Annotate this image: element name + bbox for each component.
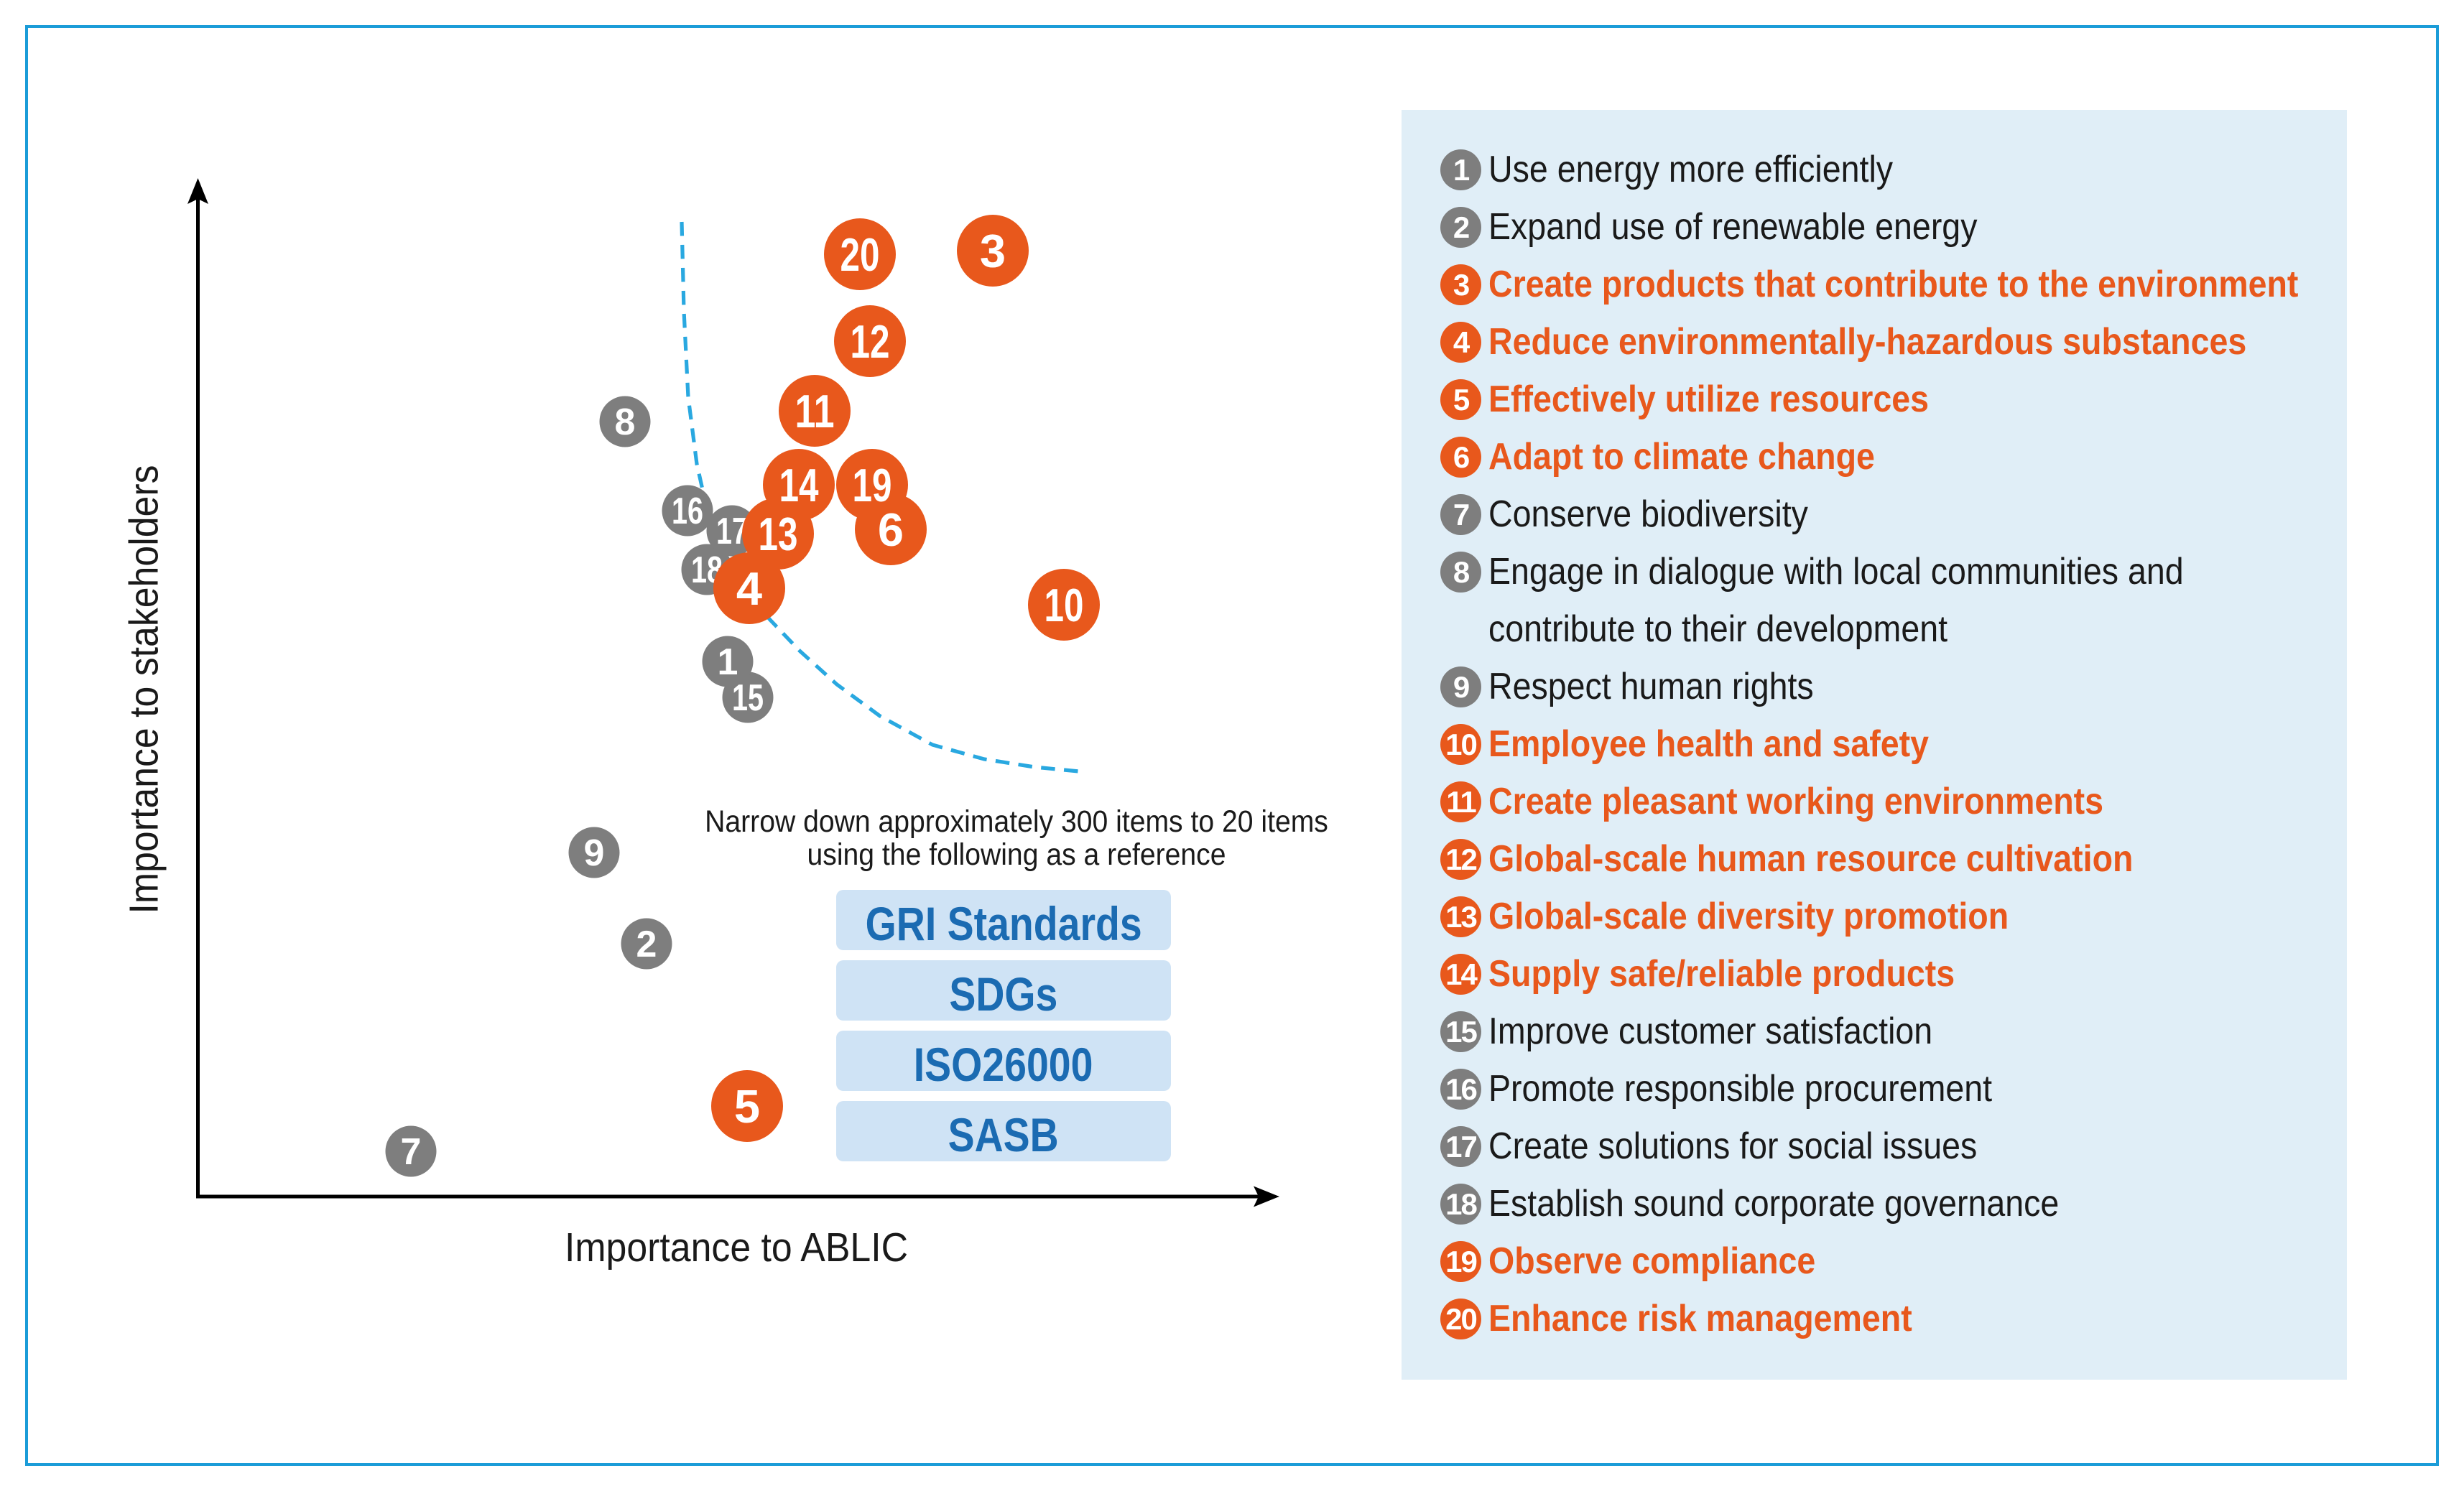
svg-text:8: 8 [615,401,636,443]
svg-text:5: 5 [734,1080,760,1133]
svg-text:20: 20 [840,228,880,281]
svg-text:7: 7 [401,1131,422,1173]
svg-text:2: 2 [636,924,657,965]
svg-text:12: 12 [851,315,890,368]
svg-text:11: 11 [795,385,835,437]
svg-text:10: 10 [1045,579,1084,631]
svg-text:15: 15 [732,677,764,719]
svg-text:16: 16 [672,491,703,532]
svg-text:14: 14 [779,459,819,511]
svg-text:13: 13 [759,508,798,560]
svg-text:19: 19 [853,459,892,511]
svg-text:6: 6 [878,503,904,556]
svg-text:1: 1 [718,641,738,683]
svg-text:3: 3 [980,225,1006,277]
svg-text:9: 9 [584,832,605,874]
svg-text:4: 4 [736,562,762,615]
